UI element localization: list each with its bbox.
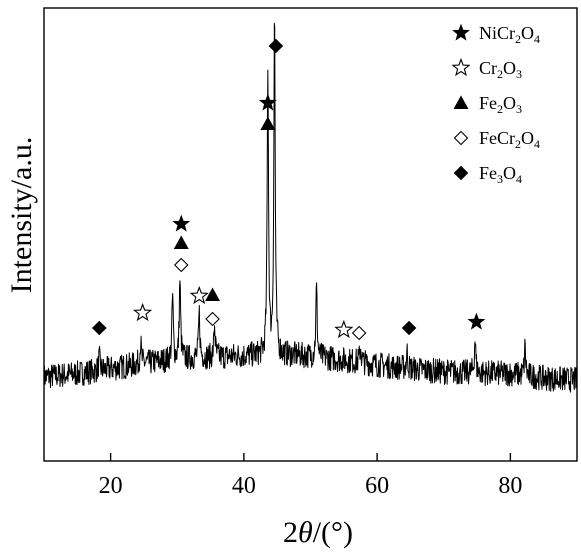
filled-triangle-icon-marker [173,235,189,249]
x-axis-label-two: 2 [283,516,298,549]
x-axis-label-unit: /(°) [313,516,353,549]
filled-triangle-icon-marker [260,116,276,130]
open-diamond-icon [453,130,469,146]
legend-label-0-mid: O [521,23,534,43]
legend-label-3-mid: O [521,128,534,148]
xrd-pattern-line [43,22,578,393]
filled-diamond-icon-marker [268,38,284,54]
open-diamond-icon-marker [205,311,220,327]
legend-label-1-base: Cr [479,58,497,78]
filled-star-icon-marker [467,312,486,330]
phase-markers [92,38,486,341]
plot-frame [43,7,578,462]
legend-label-4-mid: O [503,163,516,183]
filled-diamond-icon-marker [401,320,417,336]
open-diamond-icon-marker [173,257,189,273]
x-tick-label-80: 80 [498,473,522,499]
legend-label-3-s2: 4 [534,137,540,151]
open-star-icon-marker [334,319,354,339]
filled-star-icon [452,23,470,41]
legend-label-0-s2: 4 [534,32,540,46]
legend-label-0-base: NiCr [479,23,515,43]
legend-label-1-s2: 3 [516,67,522,81]
x-tick-label-60: 60 [365,473,389,499]
legend-label-4-s2: 4 [516,172,522,186]
filled-diamond-icon [453,165,469,181]
filled-star-icon-marker [172,214,191,232]
legend-label-1: Cr2O3 [479,58,522,81]
legend-label-4-base: Fe [479,163,497,183]
open-star-icon [451,57,471,77]
x-axis-label: 2θ/(°) [283,516,353,549]
x-tick-label-40: 40 [232,473,256,499]
legend-label-2-s2: 3 [516,102,522,116]
legend-label-3-base: FeCr [479,128,515,148]
legend-label-3-s1: 2 [515,137,521,151]
legend-label-2-base: Fe [479,93,497,113]
filled-star-icon-marker [258,93,277,111]
x-tick-label-20: 20 [99,473,123,499]
legend-label-1-s1: 2 [497,67,503,81]
legend-label-2: Fe2O3 [479,93,522,116]
legend-label-1-mid: O [503,58,516,78]
legend-label-4-s1: 3 [497,172,503,186]
filled-diamond-icon-marker [92,320,107,336]
legend-label-2-s1: 2 [497,102,503,116]
legend-label-0-s1: 2 [515,32,521,46]
filled-triangle-icon [453,95,469,109]
x-axis-ticks: 20 40 60 80 [99,453,522,499]
open-diamond-icon-marker [351,325,367,341]
open-star-icon-marker [189,285,209,305]
legend-label-3: FeCr2O4 [479,128,540,151]
legend-label-4: Fe3O4 [479,163,522,186]
legend-label-0: NiCr2O4 [479,23,540,46]
legend-label-2-mid: O [503,93,516,113]
filled-triangle-icon-marker [205,287,221,301]
y-axis-label: Intensity/a.u. [5,137,38,294]
x-axis-label-theta: θ [298,516,313,549]
open-star-icon-marker [133,302,153,322]
